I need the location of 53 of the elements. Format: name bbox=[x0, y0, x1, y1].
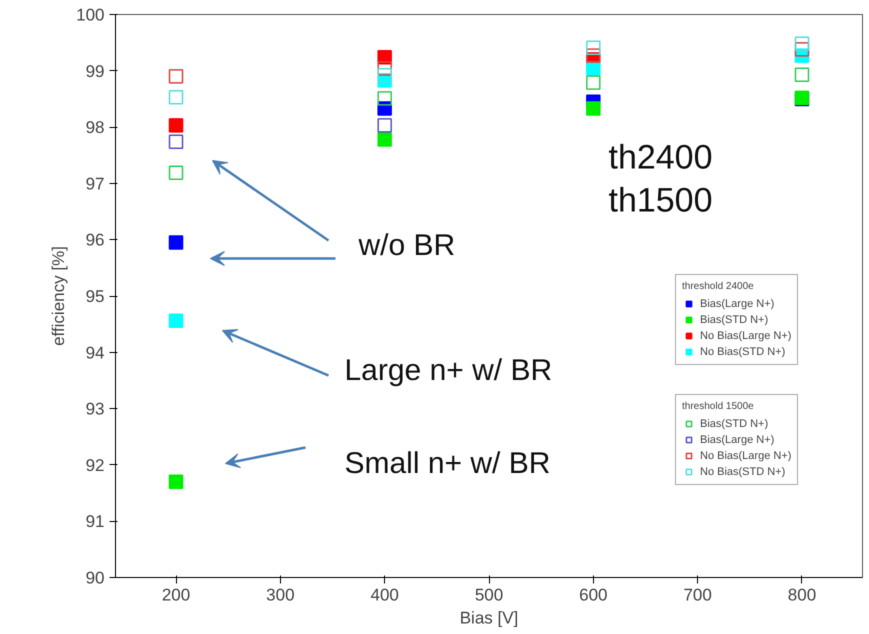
point bbox=[168, 235, 184, 250]
point bbox=[794, 36, 810, 52]
text: threshold 1500e bbox=[682, 401, 754, 412]
point bbox=[586, 40, 601, 55]
point bbox=[377, 132, 392, 147]
x-tick-label: 500 bbox=[474, 586, 504, 604]
y-tick-label: 95 bbox=[86, 287, 105, 306]
y-tick-label: 93 bbox=[86, 400, 105, 419]
y-tick-label: 92 bbox=[86, 456, 105, 475]
point bbox=[168, 69, 184, 84]
point bbox=[168, 134, 184, 149]
annotation: w/o BR bbox=[358, 229, 456, 262]
annotation: th2400 bbox=[608, 138, 712, 176]
point bbox=[586, 101, 601, 116]
y-tick-label: 90 bbox=[86, 568, 105, 588]
point bbox=[377, 118, 392, 133]
point bbox=[377, 91, 392, 106]
x-tick-label: 200 bbox=[162, 586, 190, 604]
legend-label: No Bias(Large N+) bbox=[700, 329, 792, 342]
annotation: th1500 bbox=[608, 182, 712, 220]
x-tick-label: 600 bbox=[579, 586, 608, 604]
legend-label: No Bias(STD N+) bbox=[700, 465, 786, 478]
x-tick-label: 400 bbox=[370, 586, 399, 604]
y-tick-label: 96 bbox=[86, 230, 105, 250]
annotation: Small n+ w/ BR bbox=[344, 447, 550, 480]
legend-label: Bias(Large N+) bbox=[700, 297, 774, 310]
legend-label: Bias(STD N+) bbox=[700, 417, 768, 430]
legend-label: Bias(STD N+) bbox=[700, 313, 768, 326]
legend-label: No Bias(Large N+) bbox=[700, 449, 792, 462]
x-axis-title: Bias [V] bbox=[460, 608, 518, 628]
x-tick-label: 800 bbox=[788, 586, 816, 604]
y-tick-label: 97 bbox=[86, 174, 105, 194]
point bbox=[377, 68, 392, 83]
point bbox=[168, 474, 184, 490]
legend-label: No Bias(STD N+) bbox=[700, 345, 786, 358]
point bbox=[586, 48, 601, 63]
point bbox=[586, 75, 601, 90]
text: threshold 2400e bbox=[682, 281, 754, 292]
point bbox=[168, 314, 184, 328]
y-tick-label: 91 bbox=[86, 512, 105, 532]
annotation: Large n+ w/ BR bbox=[344, 354, 552, 387]
point bbox=[168, 90, 184, 105]
y-tick-label: 99 bbox=[86, 62, 105, 81]
point bbox=[168, 165, 184, 180]
x-tick-label: 700 bbox=[683, 586, 712, 604]
point bbox=[794, 67, 810, 82]
y-tick-label: 94 bbox=[86, 343, 105, 362]
point bbox=[168, 118, 184, 133]
legend-label: Bias(Large N+) bbox=[700, 433, 774, 446]
y-tick-label: 98 bbox=[86, 118, 105, 138]
y-tick-label: 100 bbox=[76, 6, 105, 24]
x-tick-label: 300 bbox=[266, 586, 295, 604]
y-axis-title: efficiency [%] bbox=[49, 246, 68, 346]
